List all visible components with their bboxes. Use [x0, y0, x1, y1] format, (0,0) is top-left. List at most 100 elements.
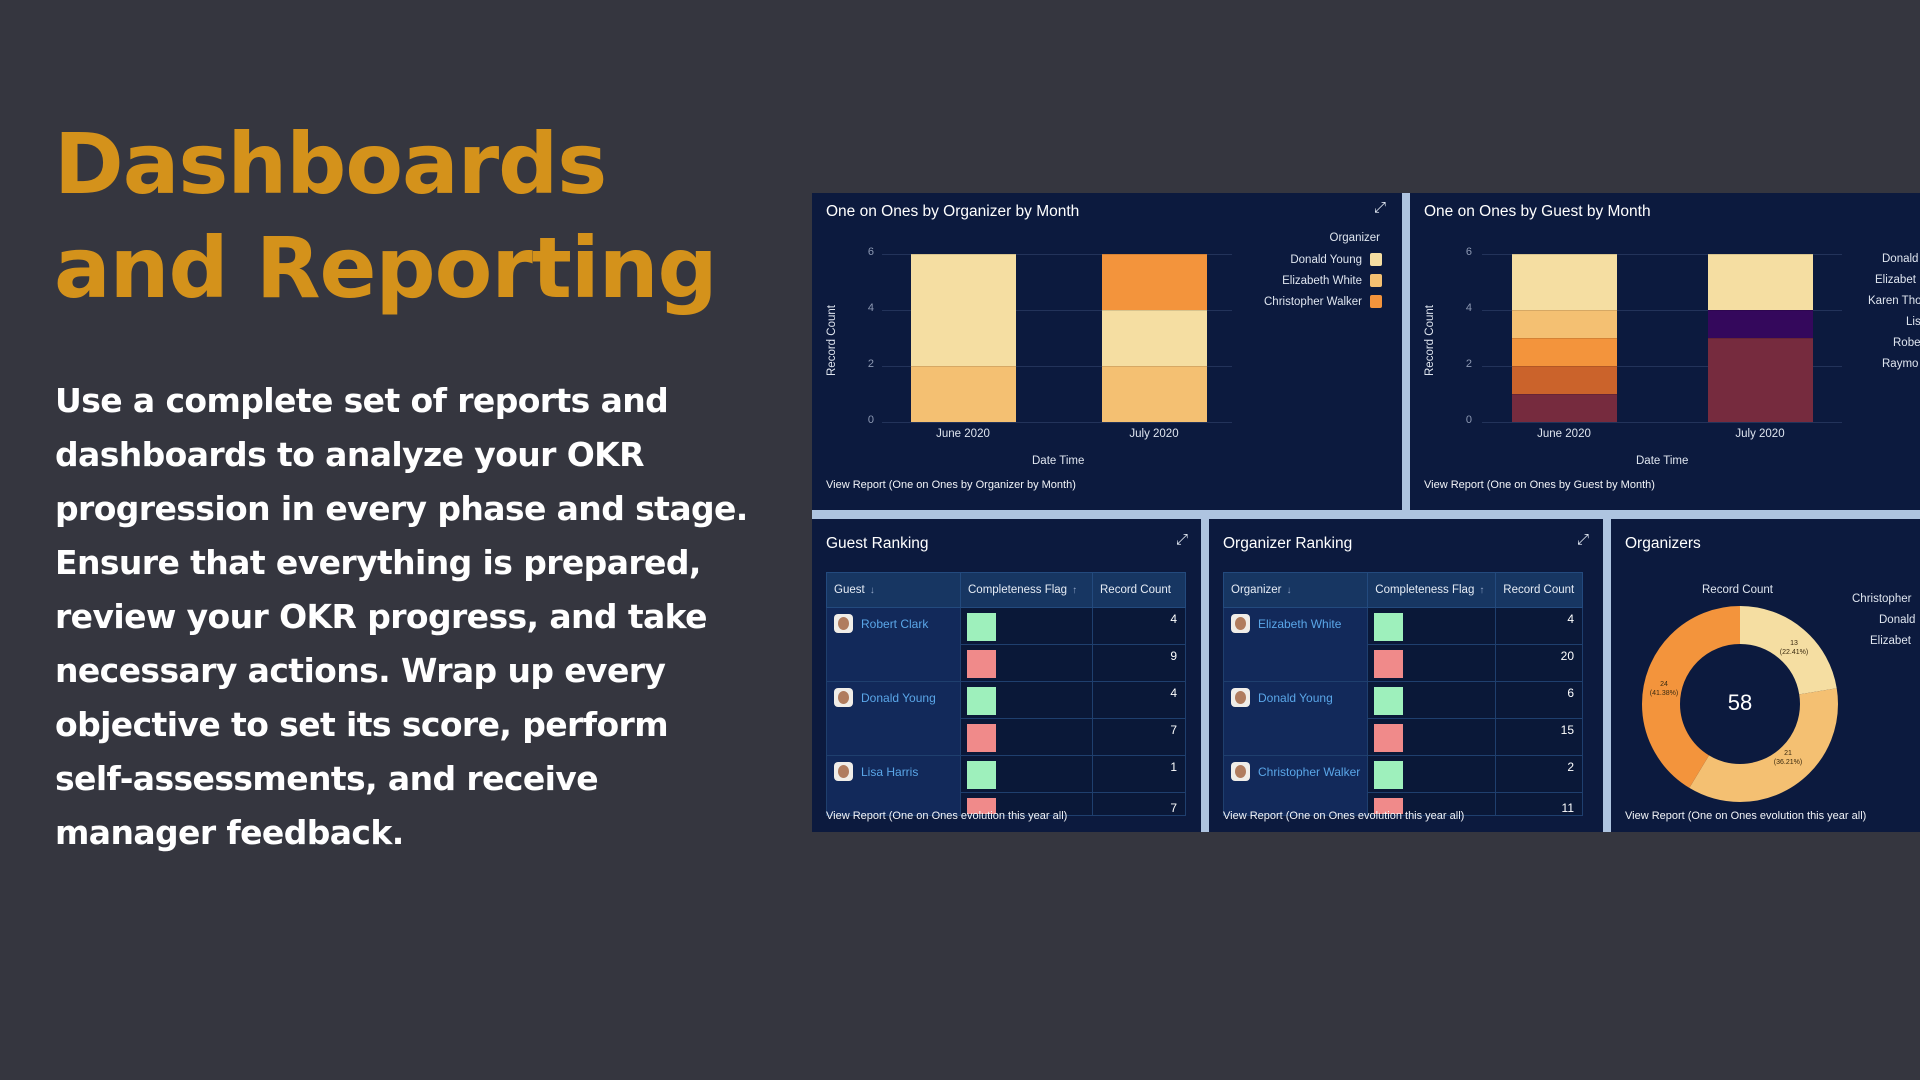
complete-flag: [1374, 687, 1404, 715]
sort-desc-icon: ↓: [1286, 585, 1292, 596]
legend-item[interactable]: Elizabet: [1875, 274, 1916, 286]
column-header-guest[interactable]: Guest ↓: [826, 572, 961, 608]
record-count: 6: [1495, 681, 1583, 719]
table-row: 20: [1224, 644, 1583, 682]
table-row: Donald Young 6: [1222, 681, 1583, 756]
title-line-1: Dashboards: [54, 115, 607, 213]
gridline: [882, 310, 1232, 311]
bar-july-2020[interactable]: [1708, 254, 1813, 422]
bar-june-2020[interactable]: [911, 254, 1016, 422]
gridline: [882, 422, 1232, 423]
organizer-link[interactable]: Christopher Walker: [1231, 762, 1360, 781]
avatar: [834, 688, 853, 707]
legend-label: Robe: [1893, 337, 1920, 349]
incomplete-flag: [967, 724, 996, 752]
guest-link[interactable]: Lisa Harris: [834, 762, 953, 781]
record-count: 2: [1495, 755, 1583, 793]
avatar: [1231, 762, 1250, 781]
legend-label: Donald: [1882, 253, 1919, 265]
incomplete-flag: [1374, 798, 1404, 814]
legend-item[interactable]: Christopher: [1852, 593, 1911, 605]
panel-title: One on Ones by Guest by Month: [1424, 203, 1651, 220]
legend-label: Raymo: [1882, 358, 1919, 370]
bar-june-2020[interactable]: [1512, 254, 1617, 422]
record-count: 4: [1092, 681, 1186, 719]
dashboard: One on Ones by Organizer by Month ⤢ Reco…: [812, 193, 1920, 832]
legend-item[interactable]: Lis: [1906, 316, 1920, 328]
record-count: 1: [1092, 755, 1186, 793]
incomplete-flag: [967, 650, 996, 678]
column-header-completeness[interactable]: Completeness Flag ↑: [1367, 572, 1497, 608]
gridline: [1482, 254, 1842, 255]
organizer-ranking-panel: Organizer Ranking ⤢ Organizer ↓ Completen…: [1209, 519, 1603, 832]
gridline: [1482, 422, 1842, 423]
column-header-record-count[interactable]: Record Count: [1092, 572, 1186, 608]
y-tick: 4: [1465, 302, 1472, 314]
guest-ranking-table: Guest ↓ Completeness Flag ↑ Record Count R…: [826, 572, 1186, 816]
legend-item[interactable]: Robe: [1893, 337, 1920, 349]
legend-item[interactable]: Donald: [1879, 614, 1915, 626]
organizer-by-month-panel: One on Ones by Organizer by Month ⤢ Reco…: [812, 193, 1402, 510]
complete-flag: [967, 687, 996, 715]
avatar: [1231, 614, 1250, 633]
column-header-completeness[interactable]: Completeness Flag ↑: [960, 572, 1093, 608]
description-text: Use a complete set of reports and dashbo…: [55, 381, 748, 852]
donut-chart[interactable]: 58 13 (22.41%) 21 (36.21%) 24 (41.38%): [1641, 605, 1839, 803]
expand-icon[interactable]: ⤢: [1576, 531, 1589, 548]
column-header-organizer[interactable]: Organizer ↓: [1222, 572, 1369, 608]
y-tick: 0: [867, 414, 874, 426]
expand-icon[interactable]: ⤢: [1373, 199, 1386, 216]
legend-item[interactable]: Donald: [1882, 253, 1918, 265]
x-axis-label: Date Time: [1032, 455, 1085, 467]
x-tick: July 2020: [1735, 428, 1785, 440]
bar-july-2020[interactable]: [1102, 254, 1207, 422]
guest-link[interactable]: Robert Clark: [834, 614, 953, 633]
legend-item[interactable]: Donald Young: [1290, 253, 1382, 266]
record-count: 4: [1092, 607, 1186, 645]
legend-label: Elizabeth White: [1282, 274, 1362, 287]
expand-icon[interactable]: ⤢: [1175, 531, 1188, 548]
table-row: 7: [827, 792, 1186, 816]
table-row: 15: [1224, 718, 1583, 756]
column-header-record-count[interactable]: Record Count: [1495, 572, 1583, 608]
legend-label: Christopher: [1852, 593, 1912, 605]
organizer-link[interactable]: Donald Young: [1231, 688, 1360, 707]
donut-total: 58: [1727, 690, 1753, 715]
sort-asc-icon: ↑: [1479, 585, 1485, 596]
y-tick: 0: [1465, 414, 1472, 426]
slice-label: 21 (36.21%): [1773, 750, 1803, 766]
slice-label: 24 (41.38%): [1649, 681, 1679, 697]
legend-item[interactable]: Elizabeth White: [1282, 274, 1382, 287]
sort-asc-icon: ↑: [1072, 585, 1078, 596]
incomplete-flag: [1374, 650, 1404, 678]
legend-item[interactable]: Raymo: [1882, 358, 1918, 370]
record-count: 15: [1495, 718, 1583, 756]
view-report-link[interactable]: View Report (One on Ones evolution this …: [826, 810, 1068, 822]
legend-label: Karen Tho: [1868, 295, 1920, 307]
panel-title: Guest Ranking: [826, 535, 929, 552]
donut-svg: [1642, 606, 1838, 802]
panel-title: Organizer Ranking: [1223, 535, 1353, 552]
record-count: 4: [1495, 607, 1583, 645]
gridline: [882, 254, 1232, 255]
view-report-link[interactable]: View Report (One on Ones by Guest by Mon…: [1424, 479, 1655, 491]
avatar: [834, 762, 853, 781]
title-line-2: and Reporting: [54, 219, 718, 317]
table-row: Robert Clark 4: [826, 607, 1186, 682]
organizer-link[interactable]: Elizabeth White: [1231, 614, 1360, 633]
complete-flag: [1374, 761, 1404, 789]
x-tick: June 2020: [1537, 428, 1591, 440]
slice-label: 13 (22.41%): [1779, 640, 1809, 656]
incomplete-flag: [1374, 724, 1404, 752]
legend-item[interactable]: Christopher Walker: [1264, 295, 1382, 308]
x-tick: June 2020: [936, 428, 990, 440]
legend-item[interactable]: Karen Tho: [1868, 295, 1920, 307]
sort-desc-icon: ↓: [869, 585, 875, 596]
legend-item[interactable]: Elizabet: [1870, 635, 1911, 647]
view-report-link[interactable]: View Report (One on Ones evolution this …: [1625, 810, 1867, 822]
view-report-link[interactable]: View Report (One on Ones evolution this …: [1223, 810, 1465, 822]
view-report-link[interactable]: View Report (One on Ones by Organizer by…: [826, 479, 1076, 491]
guest-link[interactable]: Donald Young: [834, 688, 953, 707]
panel-title: One on Ones by Organizer by Month: [826, 203, 1080, 220]
y-tick: 2: [1465, 358, 1472, 370]
